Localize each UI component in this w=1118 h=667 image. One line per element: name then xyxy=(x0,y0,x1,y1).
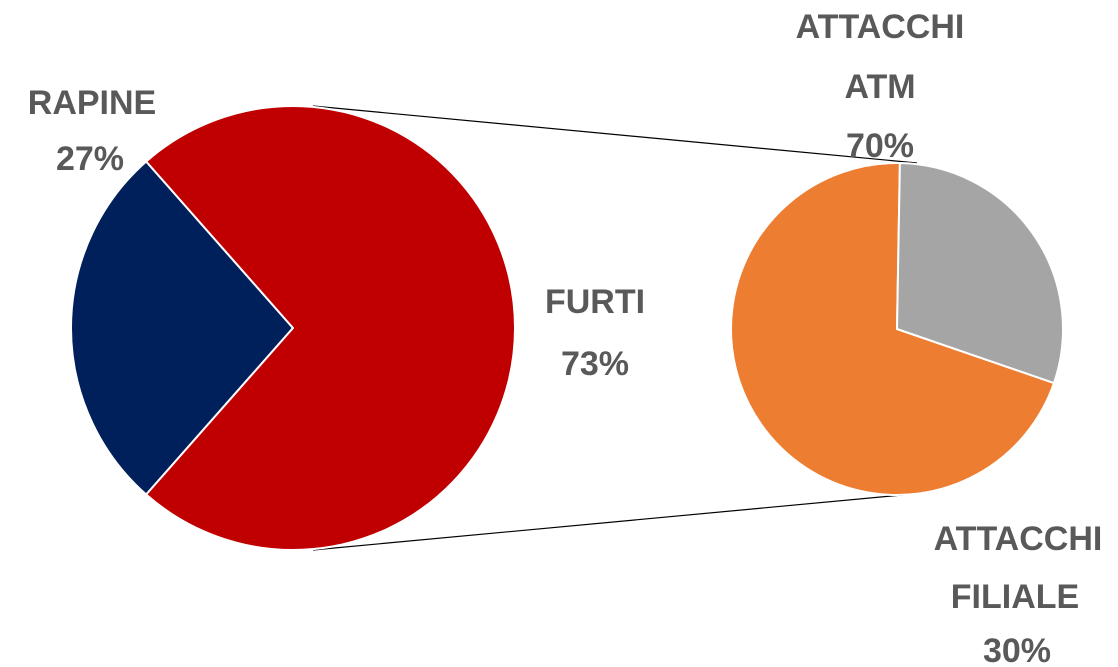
slice-rapine xyxy=(70,160,294,496)
label-rapine-name: RAPINE xyxy=(28,84,156,122)
label-attacchi-filiale-line1: ATTACCHI xyxy=(934,520,1103,558)
label-attacchi-atm-line2: ATM xyxy=(844,68,915,106)
connector-line-top xyxy=(312,105,918,164)
label-attacchi-filiale-line2: FILIALE xyxy=(951,578,1079,616)
connector-line-bottom xyxy=(312,494,903,551)
main-pie xyxy=(70,105,516,551)
label-rapine-value: 27% xyxy=(56,140,124,178)
label-furti-value: 73% xyxy=(561,345,629,383)
slice-attacchi-filiale xyxy=(896,162,1064,385)
connector-lines xyxy=(312,105,918,551)
label-attacchi-atm-line1: ATTACCHI xyxy=(796,8,965,46)
label-attacchi-filiale-value: 30% xyxy=(983,632,1051,667)
label-attacchi-atm-value: 70% xyxy=(846,127,914,165)
secondary-pie xyxy=(730,162,1064,496)
slice-furti xyxy=(145,105,516,551)
slice-attacchi-atm xyxy=(730,162,1055,496)
label-furti-name: FURTI xyxy=(545,283,645,321)
